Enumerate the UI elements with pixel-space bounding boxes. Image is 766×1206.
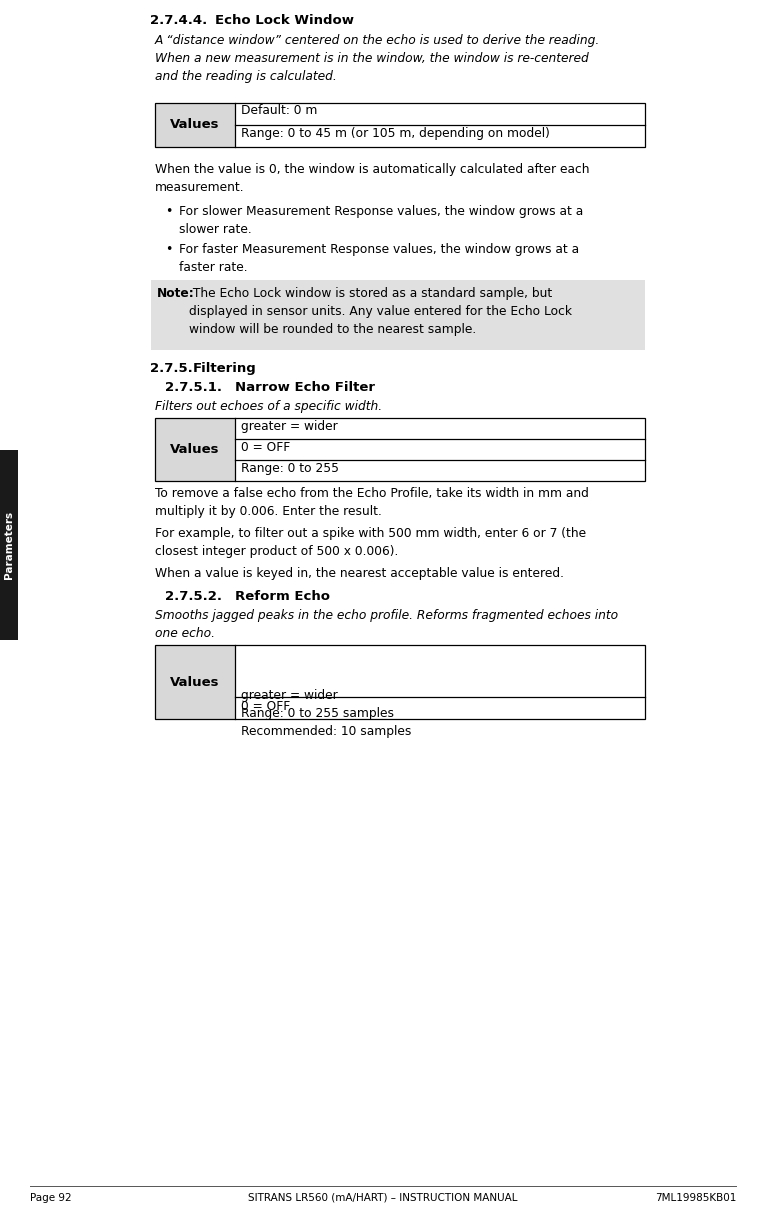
Text: Note:: Note: [157, 287, 195, 300]
Text: •: • [165, 205, 172, 218]
Text: For slower Measurement Response values, the window grows at a
slower rate.: For slower Measurement Response values, … [179, 205, 583, 236]
Text: Filters out echoes of a specific width.: Filters out echoes of a specific width. [155, 400, 382, 412]
Text: Filtering: Filtering [193, 362, 257, 375]
Text: 2.7.5.1.: 2.7.5.1. [165, 381, 222, 394]
Text: Reform Echo: Reform Echo [235, 590, 330, 603]
Text: greater = wider: greater = wider [241, 420, 338, 433]
Text: Values: Values [170, 675, 220, 689]
Text: SITRANS LR560 (mA/HART) – INSTRUCTION MANUAL: SITRANS LR560 (mA/HART) – INSTRUCTION MA… [248, 1193, 518, 1204]
Text: When a value is keyed in, the nearest acceptable value is entered.: When a value is keyed in, the nearest ac… [155, 567, 564, 580]
Text: Echo Lock Window: Echo Lock Window [215, 14, 354, 27]
Text: 2.7.5.: 2.7.5. [150, 362, 193, 375]
Text: 0 = OFF: 0 = OFF [241, 441, 290, 453]
Bar [151, 280, 645, 350]
Text: A “distance window” centered on the echo is used to derive the reading.
When a n: A “distance window” centered on the echo… [155, 34, 601, 83]
Bar [155, 645, 645, 719]
Text: For faster Measurement Response values, the window grows at a
faster rate.: For faster Measurement Response values, … [179, 242, 579, 274]
Text: 2.7.4.4.: 2.7.4.4. [150, 14, 208, 27]
Text: greater = wider
Range: 0 to 255 samples
Recommended: 10 samples: greater = wider Range: 0 to 255 samples … [241, 689, 411, 738]
Text: 0 = OFF: 0 = OFF [241, 699, 290, 713]
Text: Values: Values [170, 443, 220, 456]
Text: Page 92: Page 92 [30, 1193, 72, 1204]
Text: The Echo Lock window is stored as a standard sample, but
displayed in sensor uni: The Echo Lock window is stored as a stan… [189, 287, 572, 336]
Bar [155, 103, 645, 147]
Text: Values: Values [170, 118, 220, 131]
Bar [155, 103, 235, 147]
Text: 2.7.5.2.: 2.7.5.2. [165, 590, 222, 603]
Text: When the value is 0, the window is automatically calculated after each
measureme: When the value is 0, the window is autom… [155, 163, 590, 194]
Text: To remove a false echo from the Echo Profile, take its width in mm and
multiply : To remove a false echo from the Echo Pro… [155, 487, 589, 519]
Text: 7ML19985KB01: 7ML19985KB01 [655, 1193, 736, 1204]
Bar [155, 418, 235, 481]
Text: Narrow Echo Filter: Narrow Echo Filter [235, 381, 375, 394]
Text: Range: 0 to 45 m (or 105 m, depending on model): Range: 0 to 45 m (or 105 m, depending on… [241, 127, 550, 140]
Bar [155, 645, 235, 719]
Text: •: • [165, 242, 172, 256]
Text: Parameters: Parameters [4, 511, 14, 579]
Bar [155, 418, 645, 481]
Bar [0, 450, 18, 640]
Text: Range: 0 to 255: Range: 0 to 255 [241, 462, 339, 475]
Text: For example, to filter out a spike with 500 mm width, enter 6 or 7 (the
closest : For example, to filter out a spike with … [155, 527, 586, 558]
Text: Smooths jagged peaks in the echo profile. Reforms fragmented echoes into
one ech: Smooths jagged peaks in the echo profile… [155, 609, 618, 640]
Text: Default: 0 m: Default: 0 m [241, 105, 317, 117]
